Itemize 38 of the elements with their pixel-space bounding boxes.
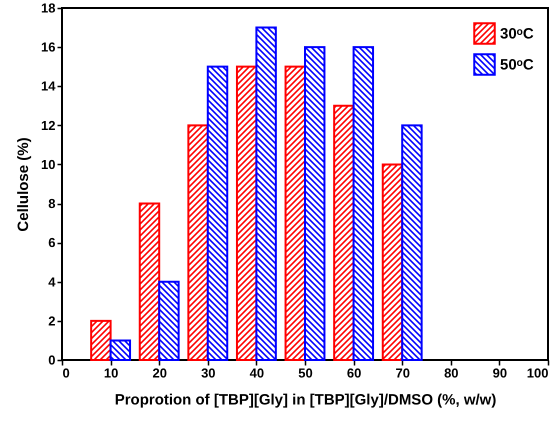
bar — [187, 124, 209, 361]
y-tick-label: 8 — [48, 196, 56, 212]
legend-label: 50ᵒC — [500, 56, 534, 74]
bar — [401, 124, 423, 361]
x-tick-label: 90 — [492, 366, 508, 380]
bar — [110, 339, 132, 361]
y-tick-label: 4 — [48, 274, 56, 290]
y-tick-label: 6 — [48, 235, 56, 250]
legend-label: 30ᵒC — [500, 26, 534, 42]
x-axis-title: Proprotion of [TBP][Gly] in [TBP][Gly]/DMSO (%, w/w) — [114, 392, 496, 408]
y-tick-label: 14 — [41, 78, 56, 94]
y-tick-label: 0 — [48, 352, 56, 368]
x-tick-label: 100 — [526, 366, 548, 380]
bar — [352, 46, 374, 361]
x-tick-label: 50 — [298, 366, 313, 380]
y-tick-label: 12 — [41, 118, 56, 133]
x-tick-label: 60 — [346, 366, 362, 380]
y-tick-label: 18 — [41, 0, 56, 16]
bar — [206, 66, 228, 361]
y-tick-label: 2 — [48, 313, 56, 328]
y-tick-label: 16 — [41, 40, 56, 55]
x-tick-label: 70 — [395, 366, 410, 380]
x-tick-label: 10 — [104, 366, 118, 380]
bar — [255, 26, 277, 361]
x-tick-label: 80 — [444, 366, 459, 380]
x-tick-label: 20 — [152, 366, 167, 380]
x-tick-label: 30 — [201, 366, 216, 380]
bar — [138, 202, 160, 361]
bar — [236, 66, 258, 361]
y-tick-label: 10 — [41, 156, 56, 172]
y-axis-title: Cellulose (%) — [15, 137, 32, 232]
x-tick-label: 0 — [62, 366, 70, 380]
bar — [158, 280, 180, 361]
x-tick-label: 40 — [250, 366, 264, 380]
bar — [284, 66, 306, 361]
bar — [304, 46, 326, 361]
bar — [333, 104, 355, 361]
bar — [90, 320, 112, 361]
